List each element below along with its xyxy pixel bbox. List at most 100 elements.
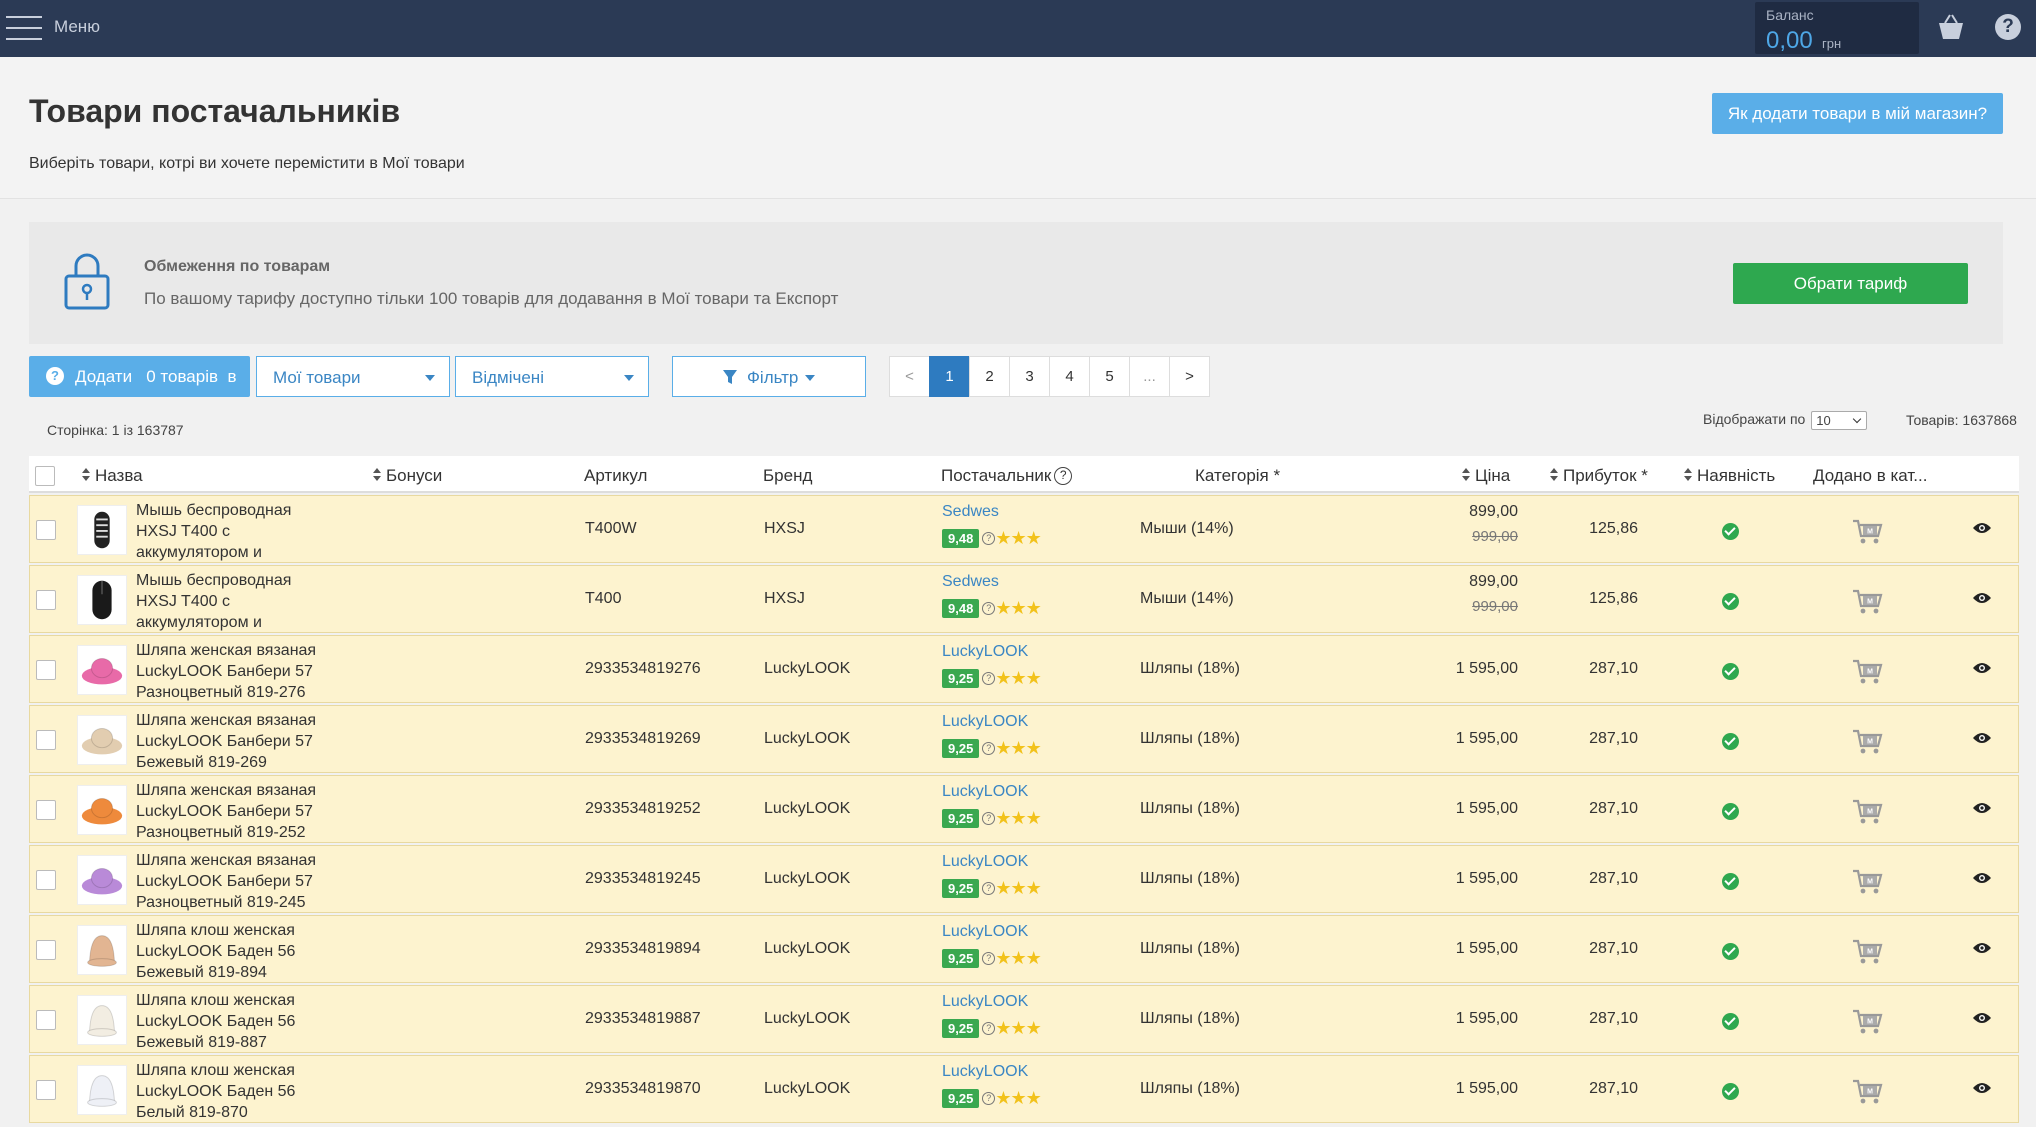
row-checkbox[interactable] xyxy=(36,940,56,960)
add-to-cart-icon[interactable]: M xyxy=(1852,1008,1884,1036)
filter-button[interactable]: Фільтр xyxy=(672,356,866,397)
column-profit[interactable]: Прибуток * xyxy=(1550,466,1648,486)
row-checkbox[interactable] xyxy=(36,870,56,890)
supplier-link[interactable]: LuckyLOOK xyxy=(942,713,1029,730)
select-all-checkbox[interactable] xyxy=(35,466,55,486)
add-to-cart-icon[interactable]: M xyxy=(1852,728,1884,756)
supplier-link[interactable]: LuckyLOOK xyxy=(942,783,1029,800)
target-dropdown[interactable]: Мої товари xyxy=(256,356,450,397)
row-checkbox[interactable] xyxy=(36,800,56,820)
table-row[interactable]: Шляпа клош женская LuckyLOOK Баден 56 Бе… xyxy=(29,915,2019,983)
eye-icon[interactable] xyxy=(1972,1081,1992,1095)
product-name[interactable]: Шляпа клош женская LuckyLOOK Баден 56 Бе… xyxy=(136,922,296,981)
supplier-link[interactable]: LuckyLOOK xyxy=(942,993,1029,1010)
basket-icon[interactable] xyxy=(1936,12,1966,42)
eye-icon[interactable] xyxy=(1972,941,1992,955)
pagination-next[interactable]: > xyxy=(1169,356,1210,397)
column-price[interactable]: Ціна xyxy=(1462,466,1510,486)
help-circle-icon[interactable]: ? xyxy=(1054,467,1073,485)
product-name[interactable]: Мышь беспроводная HXSJ T400 с аккумулято… xyxy=(136,572,292,631)
table-row[interactable]: Мышь беспроводная HXSJ T400 с аккумулято… xyxy=(29,565,2019,633)
per-page-select[interactable]: 10 xyxy=(1811,411,1868,430)
pagination-page[interactable]: 2 xyxy=(969,356,1010,397)
table-row[interactable]: Мышь беспроводная HXSJ T400 с аккумулято… xyxy=(29,495,2019,563)
row-checkbox[interactable] xyxy=(36,1080,56,1100)
table-row[interactable]: Шляпа клош женская LuckyLOOK Баден 56 Бе… xyxy=(29,985,2019,1053)
supplier-link[interactable]: Sedwes xyxy=(942,573,999,590)
product-thumbnail[interactable] xyxy=(77,1065,127,1115)
help-circle-icon[interactable]: ? xyxy=(982,882,996,896)
help-circle-icon[interactable]: ? xyxy=(982,602,996,616)
help-circle-icon[interactable]: ? xyxy=(982,1022,996,1036)
supplier-link[interactable]: LuckyLOOK xyxy=(942,643,1029,660)
balance-widget[interactable]: Баланс 0,00 грн xyxy=(1755,2,1919,54)
product-thumbnail[interactable] xyxy=(77,505,127,555)
help-circle-icon[interactable]: ? xyxy=(982,672,996,686)
help-circle-icon[interactable]: ? xyxy=(982,742,996,756)
product-name[interactable]: Шляпа женская вязаная LuckyLOOK Банбери … xyxy=(136,642,317,701)
hamburger-menu-icon[interactable] xyxy=(6,16,42,40)
help-circle-icon[interactable]: ? xyxy=(982,952,996,966)
row-checkbox[interactable] xyxy=(36,590,56,610)
product-name[interactable]: Шляпа женская вязаная LuckyLOOK Банбери … xyxy=(136,852,317,911)
eye-icon[interactable] xyxy=(1972,661,1992,675)
table-row[interactable]: Шляпа клош женская LuckyLOOK Баден 56 Бе… xyxy=(29,1055,2019,1123)
product-thumbnail[interactable] xyxy=(77,785,127,835)
add-to-cart-icon[interactable]: M xyxy=(1852,518,1884,546)
pagination-ellipsis[interactable]: ... xyxy=(1129,356,1170,397)
product-thumbnail[interactable] xyxy=(77,575,127,625)
add-to-cart-icon[interactable]: M xyxy=(1852,588,1884,616)
pagination-page[interactable]: 4 xyxy=(1049,356,1090,397)
pagination-page[interactable]: 5 xyxy=(1089,356,1130,397)
supplier-link[interactable]: Sedwes xyxy=(942,503,999,520)
table-row[interactable]: Шляпа женская вязаная LuckyLOOK Банбери … xyxy=(29,635,2019,703)
product-name[interactable]: Шляпа женская вязаная LuckyLOOK Банбери … xyxy=(136,782,317,841)
product-name[interactable]: Шляпа женская вязаная LuckyLOOK Банбери … xyxy=(136,712,317,771)
help-circle-icon[interactable]: ? xyxy=(982,532,996,546)
eye-icon[interactable] xyxy=(1972,1011,1992,1025)
help-circle-icon[interactable]: ? xyxy=(982,1092,996,1106)
product-thumbnail[interactable] xyxy=(77,645,127,695)
product-category: Шляпы (18%) xyxy=(1140,800,1240,817)
supplier-link[interactable]: LuckyLOOK xyxy=(942,853,1029,870)
add-to-cart-icon[interactable]: M xyxy=(1852,868,1884,896)
product-thumbnail[interactable] xyxy=(77,925,127,975)
row-checkbox[interactable] xyxy=(36,1010,56,1030)
pagination-page[interactable]: 3 xyxy=(1009,356,1050,397)
product-thumbnail[interactable] xyxy=(77,855,127,905)
eye-icon[interactable] xyxy=(1972,801,1992,815)
row-checkbox[interactable] xyxy=(36,520,56,540)
supplier-link[interactable]: LuckyLOOK xyxy=(942,923,1029,940)
add-to-cart-icon[interactable]: M xyxy=(1852,1078,1884,1106)
column-name[interactable]: Назва xyxy=(82,466,143,486)
table-row[interactable]: Шляпа женская вязаная LuckyLOOK Банбери … xyxy=(29,775,2019,843)
add-products-button[interactable]: ? Додати 0 товарів в xyxy=(29,356,250,397)
status-dropdown[interactable]: Відмічені xyxy=(455,356,649,397)
pagination-prev[interactable]: < xyxy=(889,356,930,397)
table-row[interactable]: Шляпа женская вязаная LuckyLOOK Банбери … xyxy=(29,705,2019,773)
add-to-cart-icon[interactable]: M xyxy=(1852,798,1884,826)
product-name[interactable]: Мышь беспроводная HXSJ T400 с аккумулято… xyxy=(136,502,292,561)
add-to-cart-icon[interactable]: M xyxy=(1852,658,1884,686)
supplier-link[interactable]: LuckyLOOK xyxy=(942,1063,1029,1080)
product-name[interactable]: Шляпа клош женская LuckyLOOK Баден 56 Бе… xyxy=(136,1062,296,1121)
how-to-add-button[interactable]: Як додати товари в мій магазин? xyxy=(1712,93,2003,134)
help-circle-icon[interactable]: ? xyxy=(982,812,996,826)
table-row[interactable]: Шляпа женская вязаная LuckyLOOK Банбери … xyxy=(29,845,2019,913)
add-to-cart-icon[interactable]: M xyxy=(1852,938,1884,966)
pagination-page[interactable]: 1 xyxy=(929,356,970,397)
column-bonus[interactable]: Бонуси xyxy=(373,466,442,486)
help-icon[interactable]: ? xyxy=(1995,14,2021,40)
menu-label[interactable]: Меню xyxy=(54,17,100,36)
column-availability[interactable]: Наявність xyxy=(1684,466,1775,486)
eye-icon[interactable] xyxy=(1972,591,1992,605)
product-name[interactable]: Шляпа клош женская LuckyLOOK Баден 56 Бе… xyxy=(136,992,296,1051)
eye-icon[interactable] xyxy=(1972,521,1992,535)
row-checkbox[interactable] xyxy=(36,730,56,750)
choose-tariff-button[interactable]: Обрати тариф xyxy=(1733,263,1968,304)
product-thumbnail[interactable] xyxy=(77,995,127,1045)
product-thumbnail[interactable] xyxy=(77,715,127,765)
row-checkbox[interactable] xyxy=(36,660,56,680)
eye-icon[interactable] xyxy=(1972,871,1992,885)
eye-icon[interactable] xyxy=(1972,731,1992,745)
